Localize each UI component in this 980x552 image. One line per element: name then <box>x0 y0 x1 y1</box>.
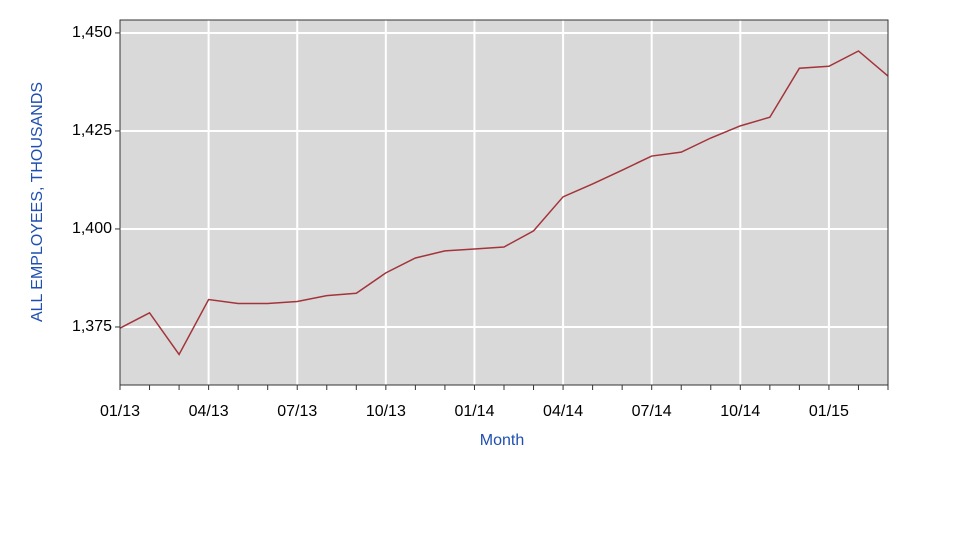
x-axis-label: Month <box>480 432 524 449</box>
x-tick-label: 04/13 <box>189 403 229 420</box>
plot-border <box>119 19 889 386</box>
y-tick-label: 1,450 <box>72 24 112 41</box>
x-tick-label: 01/13 <box>100 403 140 420</box>
x-tick-label: 01/15 <box>809 403 849 420</box>
y-tick-label: 1,425 <box>72 122 112 139</box>
data-line <box>119 50 889 356</box>
x-tick-label: 04/14 <box>543 403 583 420</box>
x-tick-label: 10/13 <box>366 403 406 420</box>
x-tick-label: 07/13 <box>277 403 317 420</box>
x-tick-label: 10/14 <box>720 403 760 420</box>
x-tick-label: 07/14 <box>632 403 672 420</box>
x-tick-label: 01/14 <box>454 403 494 420</box>
y-tick-label: 1,400 <box>72 220 112 237</box>
plot-area <box>119 19 889 386</box>
y-axis-label: ALL EMPLOYEES, THOUSANDS <box>29 82 46 322</box>
y-tick-label: 1,375 <box>72 318 112 335</box>
